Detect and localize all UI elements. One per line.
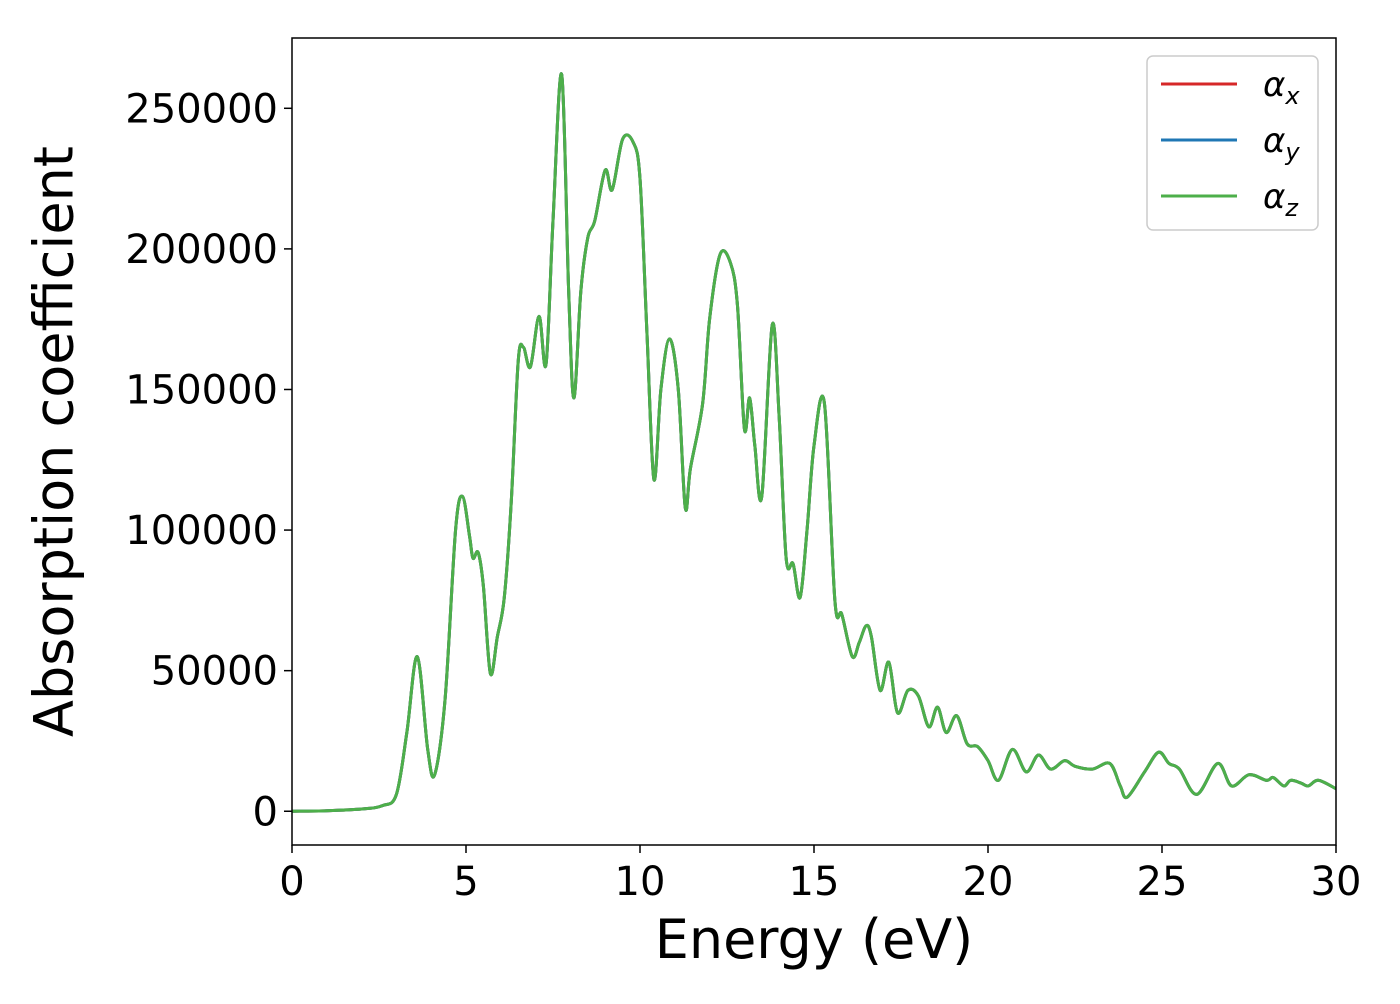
y-tick-label: 100000 <box>125 508 278 554</box>
x-tick-label: 30 <box>1311 859 1362 905</box>
x-axis-ticks: 0 5 10 15 20 25 30 <box>279 845 1361 905</box>
y-axis-ticks: 0 50000 100000 150000 200000 250000 <box>125 86 292 835</box>
x-tick-label: 25 <box>1137 859 1188 905</box>
y-tick-label: 0 <box>253 789 278 835</box>
legend-box <box>1146 55 1319 231</box>
x-tick-label: 5 <box>453 859 478 905</box>
y-tick-label: 50000 <box>151 649 278 695</box>
plot-lines <box>292 72 1336 813</box>
series-line-alpha-z <box>292 72 1336 813</box>
x-tick-label: 15 <box>789 859 840 905</box>
y-axis-title: Absorption coefficient <box>23 146 86 737</box>
x-axis-title: Energy (eV) <box>655 908 974 971</box>
y-tick-label: 200000 <box>125 227 278 273</box>
x-tick-label: 10 <box>615 859 666 905</box>
x-tick-label: 0 <box>279 859 304 905</box>
y-tick-label: 150000 <box>125 367 278 413</box>
x-tick-label: 20 <box>963 859 1014 905</box>
y-tick-label: 250000 <box>125 86 278 132</box>
